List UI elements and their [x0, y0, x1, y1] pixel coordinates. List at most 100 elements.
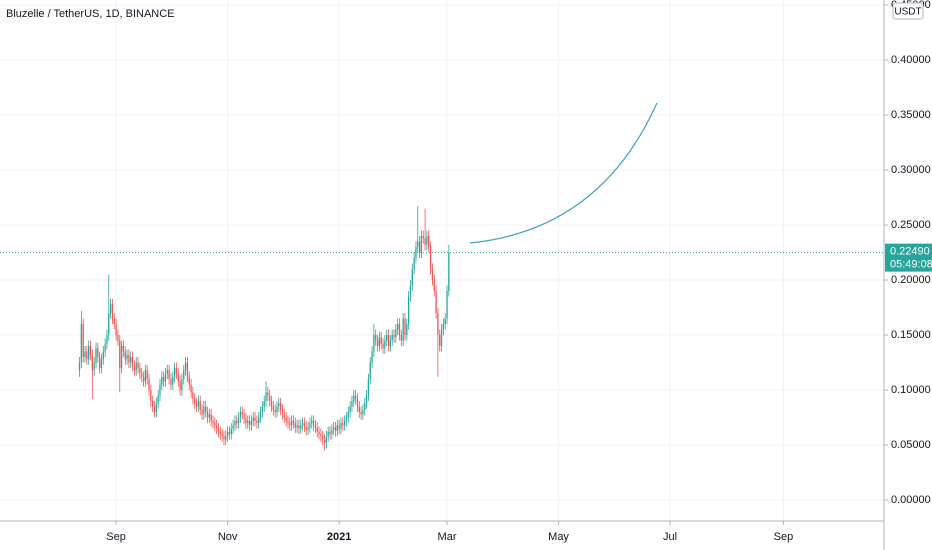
- candle-body: [97, 348, 99, 358]
- candle-body: [164, 373, 167, 382]
- x-tick-label: Jul: [663, 531, 677, 543]
- candle-body: [98, 357, 101, 369]
- candle-body: [329, 431, 331, 435]
- candle-body: [307, 427, 309, 430]
- candle-body: [270, 401, 273, 407]
- candle-body: [274, 409, 276, 413]
- x-tick-label: Sep: [774, 531, 794, 543]
- candle-body: [252, 417, 254, 421]
- candle-body: [347, 412, 349, 418]
- candle-body: [124, 351, 126, 360]
- candle-body: [360, 412, 362, 415]
- candle-body: [418, 241, 421, 253]
- candle-body: [153, 406, 156, 413]
- candle-body: [384, 340, 386, 349]
- candle-body: [137, 362, 139, 369]
- candle-body: [369, 362, 371, 380]
- candle-body: [371, 351, 373, 363]
- candle-body: [109, 304, 112, 314]
- candle-body: [188, 376, 190, 385]
- candle-body: [389, 340, 391, 347]
- candle-body: [258, 417, 260, 424]
- candle-body: [104, 343, 106, 352]
- candle-body: [216, 425, 218, 429]
- candle-body: [126, 354, 128, 360]
- candle-body: [146, 370, 148, 380]
- candle-body: [166, 370, 168, 374]
- candle-body: [413, 258, 415, 270]
- candle-body: [190, 384, 192, 393]
- candle-body: [301, 423, 304, 426]
- candle-body: [228, 431, 231, 435]
- candle-body: [199, 401, 201, 410]
- candle-body: [217, 428, 220, 432]
- candle-body: [407, 296, 410, 325]
- candle-body: [197, 401, 200, 407]
- candle-body: [281, 409, 284, 415]
- candle-body: [119, 340, 121, 369]
- candle-body: [420, 236, 423, 253]
- candle-body: [373, 335, 375, 352]
- candle-body: [170, 379, 172, 385]
- candle-body: [230, 428, 232, 435]
- candle-body: [91, 354, 93, 371]
- candle-body: [184, 362, 187, 371]
- candle-body: [234, 420, 236, 426]
- candle-body: [108, 313, 110, 336]
- candle-body: [106, 335, 108, 344]
- candle-body: [192, 392, 194, 399]
- candle-body: [128, 354, 130, 363]
- candle-body: [327, 431, 329, 437]
- candle-body: [393, 335, 395, 338]
- candle-body: [102, 351, 104, 360]
- candle-body: [402, 318, 404, 341]
- candle-body: [259, 412, 262, 418]
- x-tick-label: Nov: [218, 531, 238, 543]
- candle-body: [265, 392, 267, 402]
- candle-body: [322, 436, 324, 440]
- candle-body: [194, 398, 196, 404]
- candle-body: [245, 418, 247, 424]
- candle-body: [248, 420, 251, 426]
- candle-body: [247, 420, 249, 424]
- candle-body: [437, 313, 439, 336]
- candle-body: [186, 362, 189, 377]
- candle-body: [325, 436, 328, 443]
- candle-body: [254, 417, 256, 421]
- candle-body: [181, 379, 183, 391]
- candle-body: [161, 376, 163, 385]
- candle-body: [241, 412, 243, 415]
- candle-body: [426, 236, 428, 245]
- candle-body: [380, 337, 382, 344]
- currency: USDT: [894, 7, 921, 18]
- candle-body: [152, 401, 154, 407]
- candle-body: [435, 291, 437, 314]
- candle-body: [404, 318, 406, 336]
- candle-body: [155, 403, 157, 413]
- countdown-label: 05:49:08: [890, 259, 932, 271]
- candle-body: [365, 395, 368, 404]
- candle-body: [226, 431, 229, 437]
- candle-body: [417, 241, 419, 248]
- candle-body: [444, 318, 446, 325]
- candle-body: [395, 329, 397, 338]
- candle-body: [279, 403, 282, 410]
- candle-body: [278, 403, 280, 407]
- candle-body: [338, 425, 340, 429]
- candle-body: [208, 414, 210, 418]
- y-tick-label: 0.30000: [891, 164, 931, 176]
- candle-body: [223, 436, 225, 440]
- candle-body: [340, 423, 342, 429]
- candle-body: [225, 436, 227, 440]
- candle-body: [206, 412, 209, 418]
- y-tick-label: 0.25000: [891, 219, 931, 231]
- candle-body: [287, 420, 289, 424]
- candle-body: [250, 420, 253, 426]
- candle-body: [314, 425, 317, 428]
- candle-body: [429, 247, 432, 270]
- candle-body: [378, 337, 381, 347]
- candle-body: [336, 425, 338, 431]
- y-tick-label: 0.00000: [891, 494, 931, 506]
- candle-body: [159, 384, 161, 396]
